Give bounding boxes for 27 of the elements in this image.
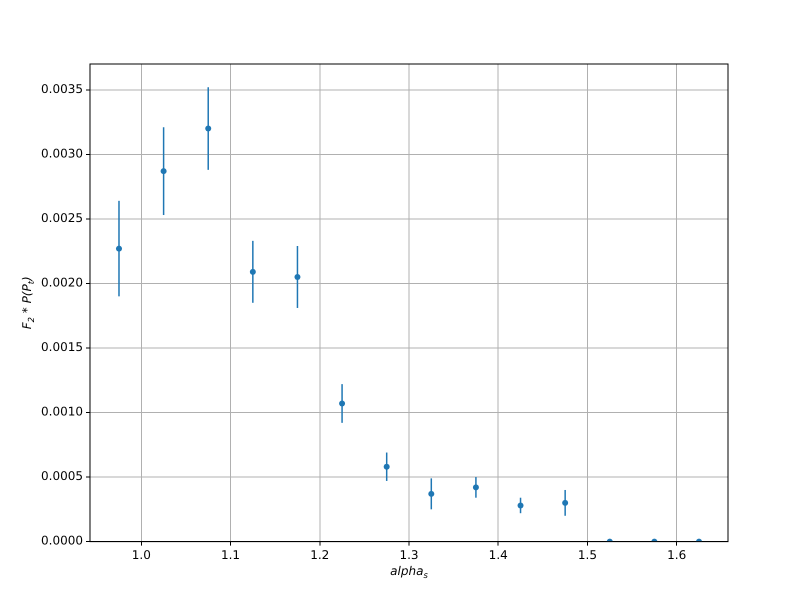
point (160, 168, 167, 174)
x-tick-label: 1.5 (578, 548, 598, 562)
y-tick-label: 0.0035 (40, 82, 83, 96)
y-tick-label: 0.0020 (40, 276, 83, 290)
point (339, 400, 346, 406)
y-tick-label: 0.0015 (40, 340, 83, 354)
x-tick-label: 1.6 (667, 548, 686, 562)
y-axis-title: F2 * P(Pt) (20, 276, 36, 330)
point (472, 484, 479, 490)
point (250, 268, 256, 275)
point (428, 490, 434, 497)
y-tick-label: 0.0010 (40, 404, 83, 419)
x-tick-label: 1.3 (399, 548, 419, 562)
point (384, 464, 390, 470)
x-tick-label: 1.2 (310, 548, 330, 562)
y-tick-label: 0.0000 (40, 534, 83, 548)
point (294, 274, 300, 280)
x-tick-label: 1.4 (488, 548, 508, 562)
x-tick-label: 1.1 (220, 548, 240, 562)
y-tick-label: 0.0025 (40, 211, 83, 226)
x-tick-label: 1.0 (132, 548, 151, 562)
point (518, 502, 524, 508)
point (205, 126, 212, 132)
point (116, 246, 122, 252)
y-tick-label: 0.0005 (40, 469, 83, 484)
y-tick-label: 0.0030 (40, 146, 83, 160)
point (562, 500, 568, 506)
